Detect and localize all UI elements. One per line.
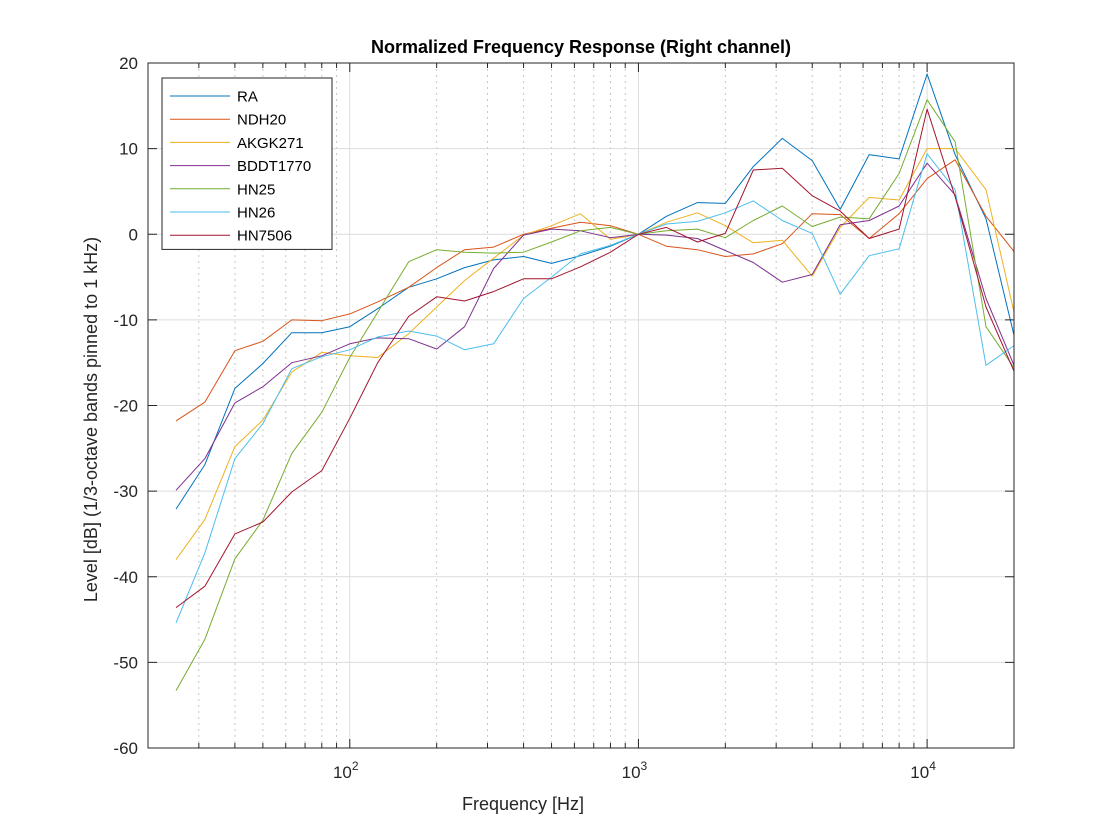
legend-entry-bddt1770: BDDT1770	[237, 158, 311, 175]
legend-entry-hn25: HN25	[237, 181, 275, 198]
legend-box	[161, 77, 333, 250]
series-layer	[175, 73, 1015, 691]
series-line-akgk271	[175, 148, 1015, 560]
legend-entry-ra: RA	[237, 89, 258, 106]
y-tick-label: 10	[119, 140, 138, 159]
x-tick-label: 102	[333, 759, 359, 782]
y-tick-label: -10	[113, 311, 138, 330]
series-line-hn25	[175, 99, 1015, 691]
legend-entry-hn7506: HN7506	[237, 228, 292, 245]
y-tick-label: 20	[119, 54, 138, 73]
x-tick-label: 104	[910, 759, 936, 782]
y-tick-label: -50	[113, 653, 138, 672]
legend: RA NDH20 AKGK271 BDDT1770 HN25 HN26 HN7506	[161, 77, 333, 250]
x-axis-label: Frequency [Hz]	[462, 794, 584, 814]
legend-entry-hn26: HN26	[237, 205, 275, 222]
axis-ticks	[147, 62, 1015, 749]
y-tick-labels: -60 -50 -40 -30 -20 -10 0 10 20	[113, 54, 138, 758]
series-line-ndh20	[175, 159, 1015, 422]
series-line-hn26	[175, 153, 1015, 624]
series-line-bddt1770	[175, 162, 1015, 491]
y-tick-label: -30	[113, 482, 138, 501]
y-tick-label: 0	[129, 225, 138, 244]
y-axis-label: Level [dB] (1/3-octave bands pinned to 1…	[81, 237, 101, 602]
y-tick-label: -20	[113, 397, 138, 416]
y-tick-label: -60	[113, 739, 138, 758]
chart-title: Normalized Frequency Response (Right cha…	[371, 37, 791, 57]
series-line-ra	[175, 73, 1015, 510]
legend-entry-ndh20: NDH20	[237, 112, 286, 129]
series-line-hn7506	[175, 108, 1015, 609]
x-tick-label: 103	[622, 759, 648, 782]
x-tick-labels: 102 103 104	[333, 759, 936, 782]
legend-entry-akgk271: AKGK271	[237, 135, 304, 152]
y-tick-label: -40	[113, 568, 138, 587]
